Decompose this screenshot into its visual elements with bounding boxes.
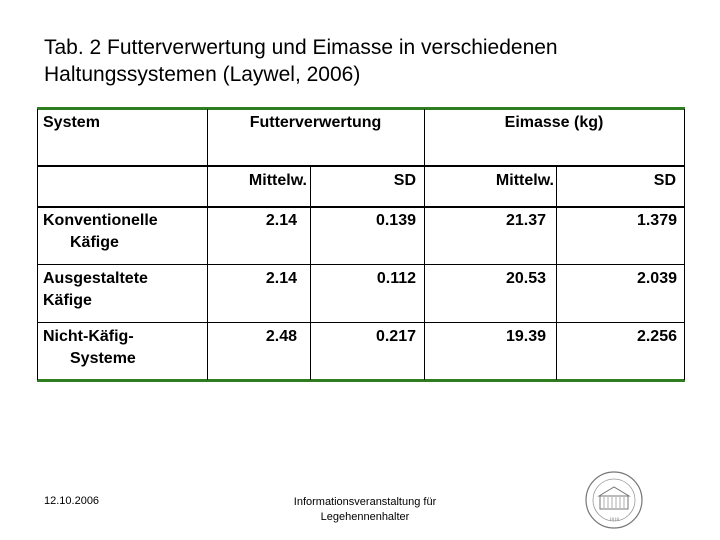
row-label-line1: Konventionelle [43,212,158,229]
header-divider [37,165,685,167]
row-label-line1: Nicht-Käfig- [43,328,134,345]
footer-event-line1: Informationsveranstaltung für [293,496,437,508]
row-label-line1: Ausgestaltete [43,270,148,287]
col-line [207,109,208,380]
header-egg: Eimasse (kg) [504,114,604,131]
cell-feed-sd: 0.139 [375,212,416,229]
cell-egg-mean: 19.39 [505,328,546,345]
col-line [684,109,685,380]
header-system: System [43,114,100,131]
data-table: System Futterverwertung Eimasse (kg) Mit… [37,107,685,382]
table-row: Konventionelle Käfige 2.14 0.139 21.37 1… [37,211,685,265]
table-row: Nicht-Käfig- Systeme 2.48 0.217 19.39 2.… [37,327,685,381]
footer-date: 12.10.2006 [44,495,100,507]
subheader-feed-mean: Mittelw. [248,172,307,189]
row-label-line2: Käfige [70,234,119,251]
row-label-line2: Käfige [43,292,92,309]
header-feed: Futterverwertung [249,114,382,131]
subheader-egg-sd: SD [653,172,676,189]
cell-feed-mean: 2.48 [265,328,297,345]
subheader-divider [37,206,685,208]
col-line [424,109,425,380]
row-label-line2: Systeme [70,350,136,367]
cell-feed-sd: 0.217 [375,328,416,345]
row-divider [37,264,685,265]
footer-event: Informationsveranstaltung für Legehennen… [260,495,470,525]
svg-text:1818: 1818 [609,518,620,523]
cell-feed-mean: 2.14 [265,212,297,229]
cell-egg-sd: 2.256 [636,328,677,345]
row-divider [37,322,685,323]
university-seal-logo: 1818 [585,471,643,529]
slide-title: Tab. 2 Futterverwertung und Eimasse in v… [44,34,558,88]
col-line [310,166,311,380]
title-line-2: Haltungssystemen (Laywel, 2006) [44,63,361,86]
cell-feed-sd: 0.112 [376,270,416,287]
cell-egg-sd: 1.379 [636,212,677,229]
subheader-egg-mean: Mittelw. [495,172,554,189]
cell-egg-mean: 21.37 [505,212,546,229]
subheader-feed-sd: SD [393,172,416,189]
cell-egg-sd: 2.039 [636,270,677,287]
table-row: Ausgestaltete Käfige 2.14 0.112 20.53 2.… [37,269,685,323]
cell-feed-mean: 2.14 [265,270,297,287]
cell-egg-mean: 20.53 [505,270,546,287]
table-top-border [37,107,685,110]
col-line [556,166,557,380]
footer-event-line2: Legehennenhalter [320,511,410,523]
title-line-1: Tab. 2 Futterverwertung und Eimasse in v… [44,36,558,59]
table-bottom-border [37,379,685,382]
col-line [37,109,38,380]
